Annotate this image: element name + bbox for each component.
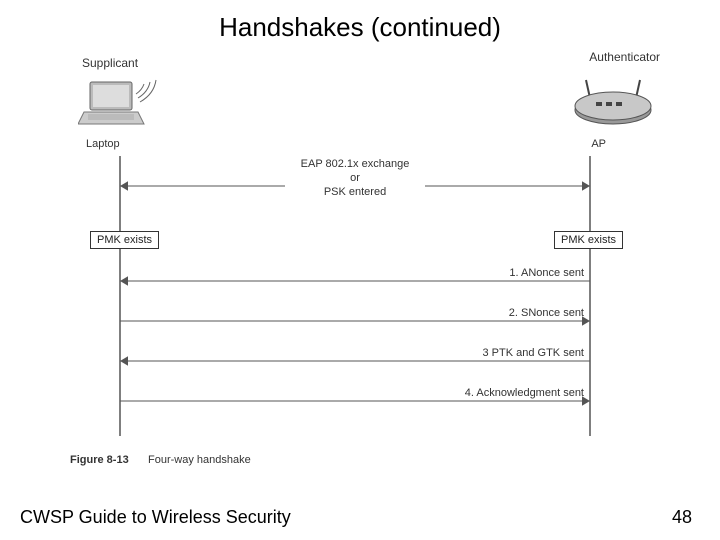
handshake-diagram: Supplicant Authenticator Laptop <box>70 56 650 476</box>
page-title: Handshakes (continued) <box>0 12 720 43</box>
exchange-line: or <box>285 172 425 186</box>
figure-caption: Four-way handshake <box>148 454 251 466</box>
figure-number: Figure 8-13 <box>70 454 129 466</box>
footer-text: CWSP Guide to Wireless Security <box>20 507 291 528</box>
message-label: 4. Acknowledgment sent <box>465 387 584 399</box>
pmk-exists-left-box: PMK exists <box>90 231 159 249</box>
message-label: 3 PTK and GTK sent <box>483 347 585 359</box>
message-label: 2. SNonce sent <box>509 307 584 319</box>
exchange-line: EAP 802.1x exchange <box>285 158 425 172</box>
initial-exchange-label: EAP 802.1x exchangeorPSK entered <box>285 158 425 199</box>
exchange-line: PSK entered <box>285 186 425 200</box>
page-number: 48 <box>672 507 692 528</box>
slide: Handshakes (continued) Supplicant Authen… <box>0 0 720 540</box>
pmk-exists-right-box: PMK exists <box>554 231 623 249</box>
message-label: 1. ANonce sent <box>509 267 584 279</box>
